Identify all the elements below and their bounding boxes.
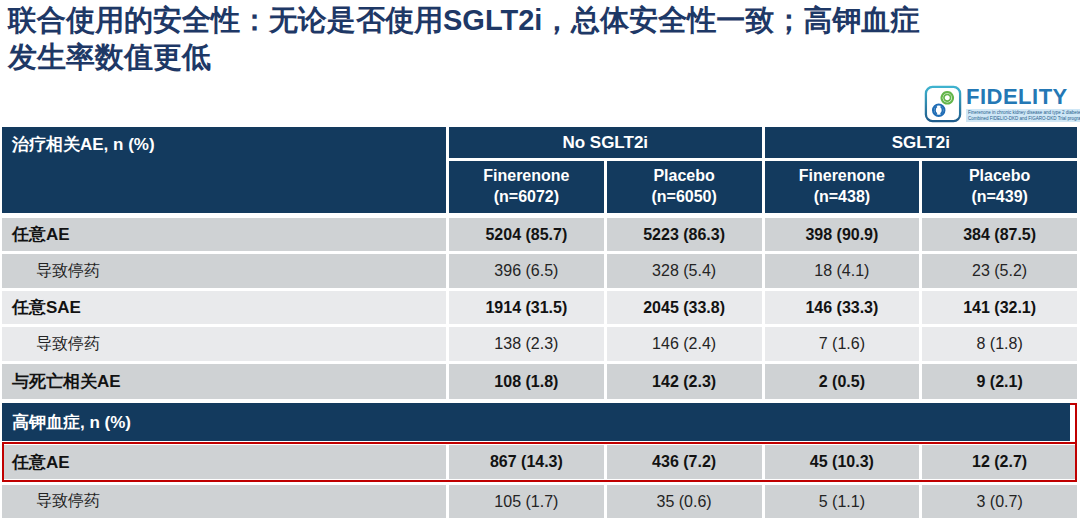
row-label: 导致停药: [2, 485, 446, 518]
table-row-any-sae: 任意SAE 1914 (31.5) 2045 (33.8) 146 (33.3)…: [2, 291, 1077, 324]
value-cell: 328 (5.4): [607, 254, 762, 288]
value-cell: 141 (32.1): [922, 291, 1077, 324]
column-n-label: (n=6072): [494, 187, 559, 208]
group-header-row: No SGLT2i SGLT2i: [449, 127, 1077, 158]
value-cell: 18 (4.1): [765, 254, 920, 288]
column-drug-label: Finerenone: [799, 166, 885, 187]
value-cell: 105 (1.7): [449, 485, 604, 518]
value-cell: 7 (1.6): [765, 327, 920, 361]
column-header-finerenone-sglt2i: Finerenone (n=438): [765, 161, 920, 213]
fidelity-tagline-line2: Combined FIDELIO-DKD and FIGARO-DKD Tria…: [968, 116, 1080, 121]
title-line-1: 联合使用的安全性：无论是否使用SGLT2i，总体安全性一致；高钾血症: [8, 4, 919, 36]
header-corner-cell: 治疗相关AE, n (%): [2, 127, 446, 213]
group-header-sglt2i: SGLT2i: [765, 127, 1078, 158]
value-cell: 9 (2.1): [922, 364, 1077, 399]
column-header-placebo-nosglt2i: Placebo (n=6050): [607, 161, 762, 213]
column-drug-label: Finerenone: [483, 166, 569, 187]
fidelity-logo-tagline: Finerenone in chronic kidney disease and…: [966, 109, 1080, 122]
row-label: 任意SAE: [2, 291, 446, 324]
value-cell: 146 (33.3): [765, 291, 920, 324]
value-cell: 2045 (33.8): [607, 291, 762, 324]
column-drug-label: Placebo: [969, 166, 1030, 187]
value-cell: 142 (2.3): [607, 364, 762, 399]
fidelity-tagline-line1: Finerenone in chronic kidney disease and…: [968, 110, 1080, 115]
row-label: 任意AE: [2, 445, 446, 479]
value-cell: 12 (2.7): [922, 445, 1077, 479]
table-row-discontinuation: 导致停药 105 (1.7) 35 (0.6) 5 (1.1) 3 (0.7): [2, 485, 1077, 518]
title-line-2: 发生率数值更低: [8, 41, 211, 73]
group-header-no-sglt2i: No SGLT2i: [449, 127, 762, 158]
value-cell: 45 (10.3): [765, 445, 920, 479]
value-cell: 396 (6.5): [449, 254, 604, 288]
value-cell: 23 (5.2): [922, 254, 1077, 288]
column-drug-label: Placebo: [653, 166, 714, 187]
value-cell: 3 (0.7): [922, 485, 1077, 518]
fidelity-logo-textblock: FIDELITY Finerenone in chronic kidney di…: [966, 86, 1080, 122]
row-label: 与死亡相关AE: [2, 364, 446, 399]
row-label: 导致停药: [2, 327, 446, 361]
row-label: 任意AE: [2, 218, 446, 251]
table-row-death-related-ae: 与死亡相关AE 108 (1.8) 142 (2.3) 2 (0.5) 9 (2…: [2, 364, 1077, 399]
row-label: 导致停药: [2, 254, 446, 288]
table-row-any-ae-hyperkalemia-highlighted: 任意AE 867 (14.3) 436 (7.2) 45 (10.3) 12 (…: [2, 445, 1077, 479]
column-header-finerenone-nosglt2i: Finerenone (n=6072): [449, 161, 604, 213]
hyperkalemia-section: 高钾血症, n (%) 任意AE 867 (14.3) 436 (7.2) 45…: [2, 403, 1077, 482]
column-n-label: (n=6050): [651, 187, 716, 208]
value-cell: 436 (7.2): [607, 445, 762, 479]
value-cell: 108 (1.8): [449, 364, 604, 399]
value-cell: 8 (1.8): [922, 327, 1077, 361]
section-header-label: 高钾血症, n (%): [2, 403, 1070, 441]
value-cell: 384 (87.5): [922, 218, 1077, 251]
value-cell: 867 (14.3): [449, 445, 604, 479]
slide: 联合使用的安全性：无论是否使用SGLT2i，总体安全性一致；高钾血症 发生率数值…: [0, 0, 1080, 520]
table-row-discontinuation: 导致停药 138 (2.3) 146 (2.4) 7 (1.6) 8 (1.8): [2, 327, 1077, 361]
column-n-label: (n=439): [971, 187, 1027, 208]
slide-title: 联合使用的安全性：无论是否使用SGLT2i，总体安全性一致；高钾血症 发生率数值…: [8, 2, 1072, 75]
value-cell: 398 (90.9): [765, 218, 920, 251]
table-row-any-ae: 任意AE 5204 (85.7) 5223 (86.3) 398 (90.9) …: [2, 218, 1077, 251]
table-section-row-hyperkalemia: 高钾血症, n (%): [2, 403, 1077, 441]
value-cell: 35 (0.6): [607, 485, 762, 518]
table-header: 治疗相关AE, n (%) No SGLT2i SGLT2i Finerenon…: [2, 127, 1077, 213]
value-cell: 146 (2.4): [607, 327, 762, 361]
header-right: No SGLT2i SGLT2i Finerenone (n=6072) Pla…: [449, 127, 1077, 213]
value-cell: 1914 (31.5): [449, 291, 604, 324]
safety-table: 治疗相关AE, n (%) No SGLT2i SGLT2i Finerenon…: [2, 127, 1077, 520]
column-n-label: (n=438): [814, 187, 870, 208]
value-cell: 5204 (85.7): [449, 218, 604, 251]
column-header-placebo-sglt2i: Placebo (n=439): [922, 161, 1077, 213]
value-cell: 2 (0.5): [765, 364, 920, 399]
fidelity-logo-wordmark: FIDELITY: [966, 86, 1080, 108]
value-cell: 5223 (86.3): [607, 218, 762, 251]
column-header-row: Finerenone (n=6072) Placebo (n=6050) Fin…: [449, 161, 1077, 213]
value-cell: 5 (1.1): [765, 485, 920, 518]
fidelity-logo-icon: [924, 85, 962, 123]
value-cell: 138 (2.3): [449, 327, 604, 361]
fidelity-logo: FIDELITY Finerenone in chronic kidney di…: [924, 85, 1080, 123]
table-row-discontinuation: 导致停药 396 (6.5) 328 (5.4) 18 (4.1) 23 (5.…: [2, 254, 1077, 288]
